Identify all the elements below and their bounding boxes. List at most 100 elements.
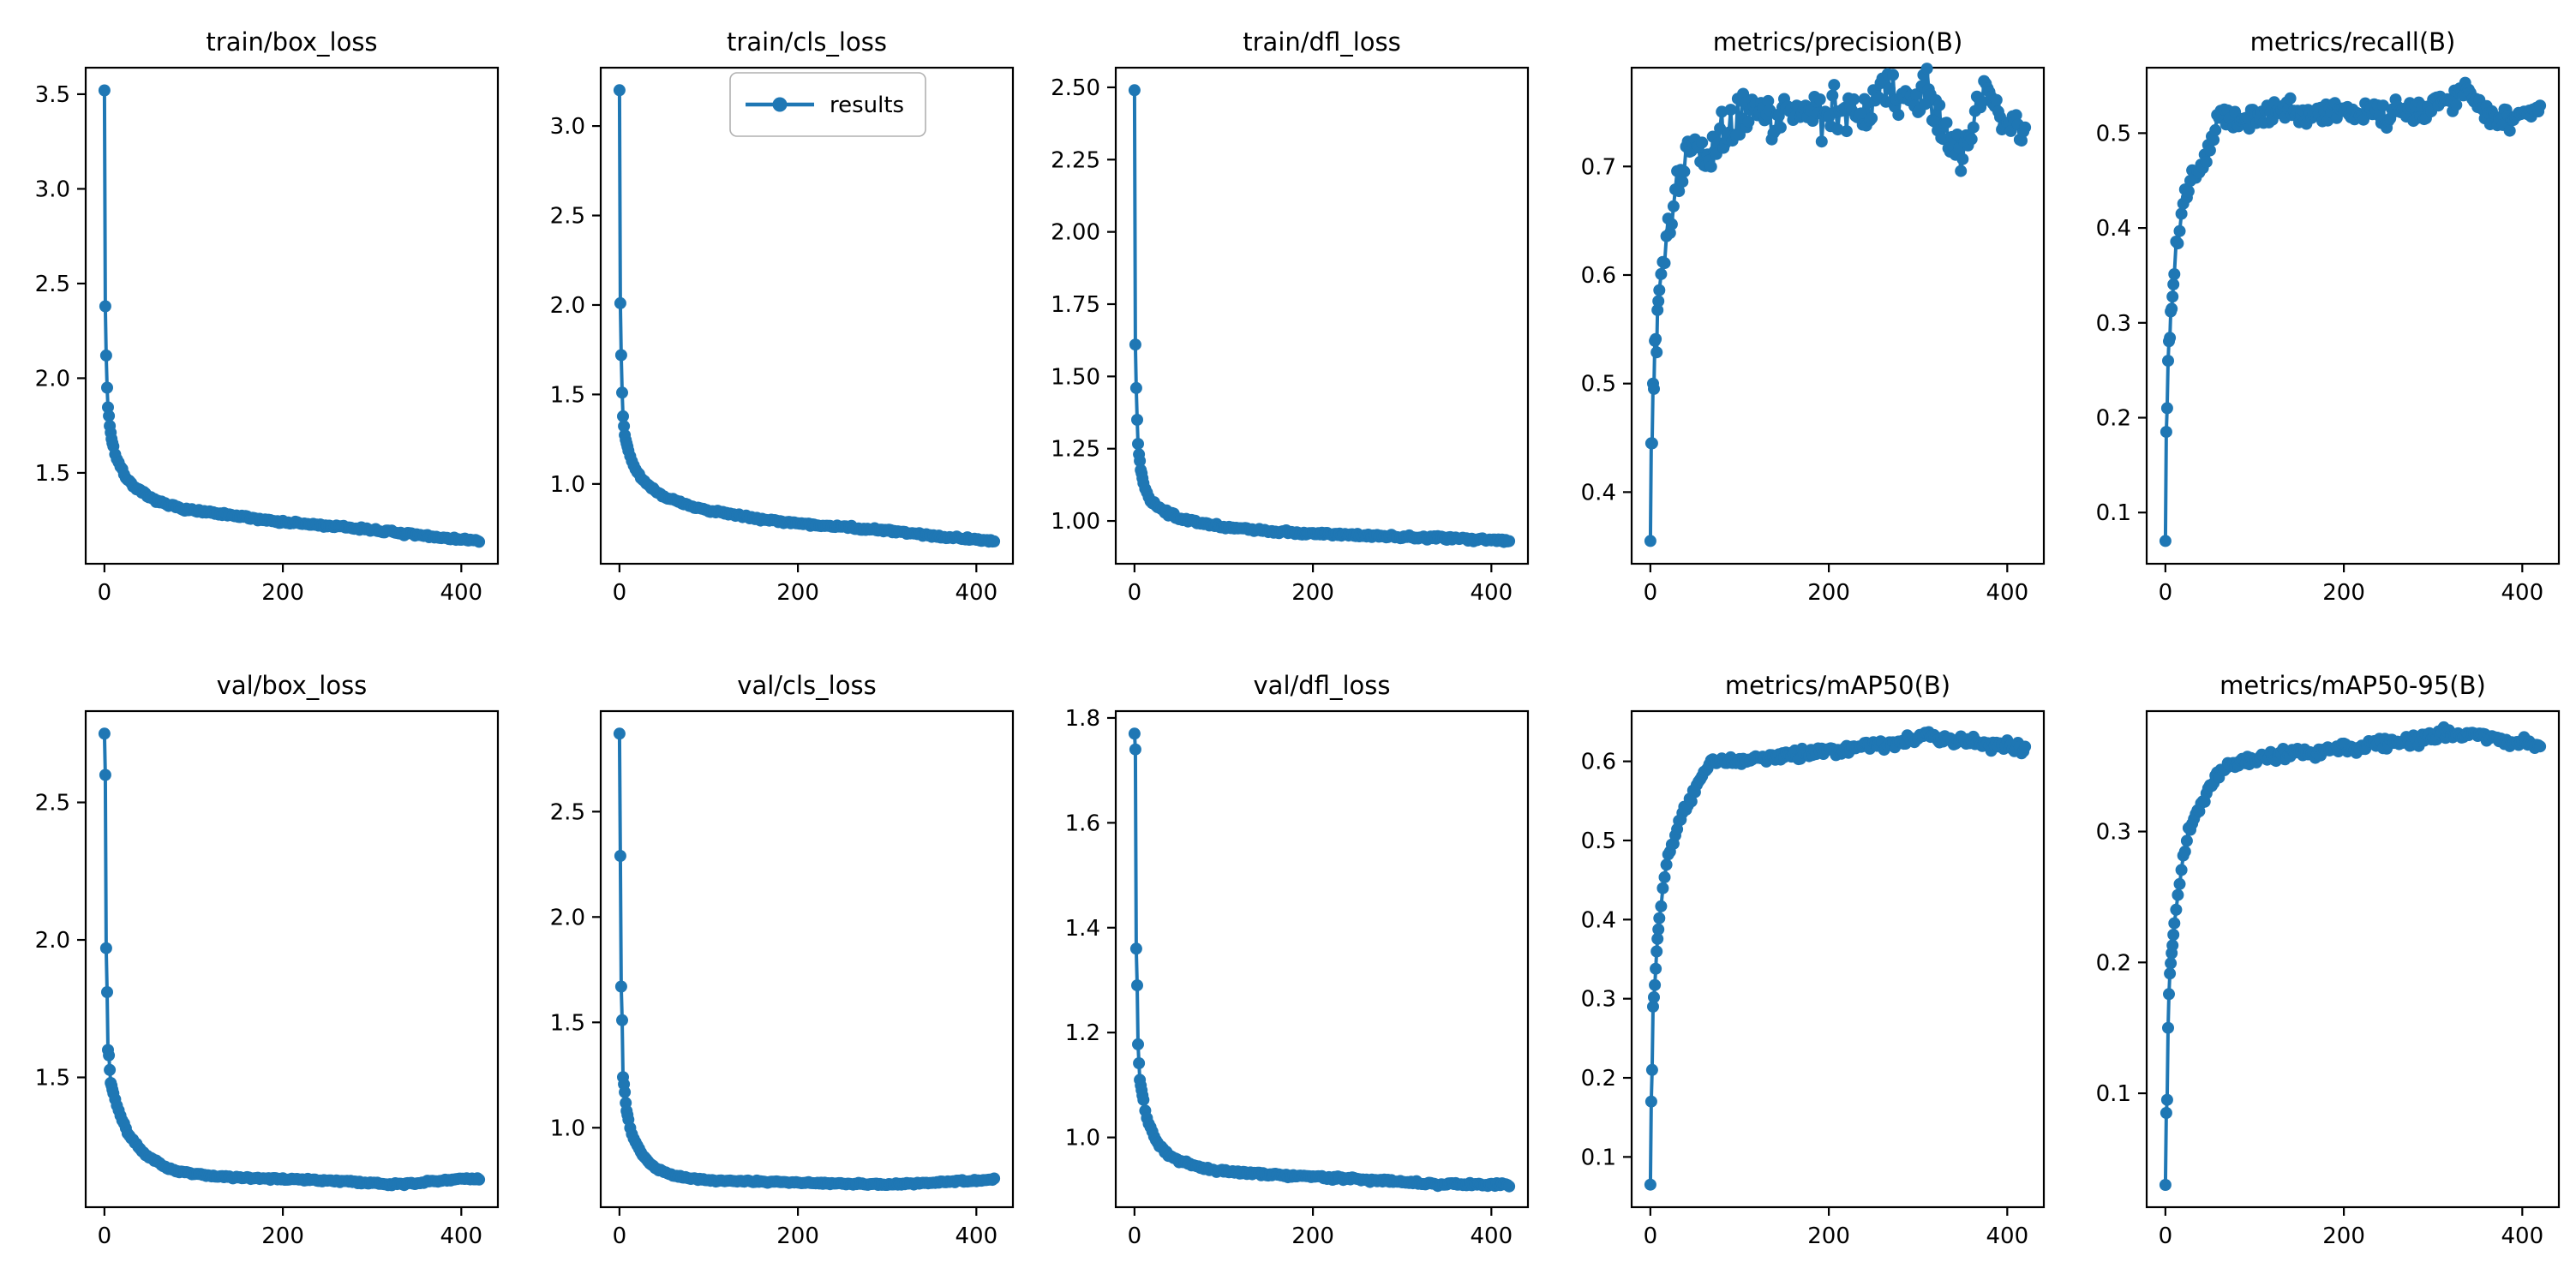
x-tick-label: 0 — [1128, 1223, 1142, 1249]
axes-frame — [2145, 709, 2560, 1208]
y-tick-label: 2.5 — [35, 790, 70, 816]
x-tick-label: 400 — [1471, 1223, 1513, 1249]
x-tick-label: 400 — [2501, 1223, 2543, 1249]
subplot-cell-train-box-loss: train/box_loss 1.5 2.0 2.5 3.0 3.5 0 200 400 — [0, 0, 515, 643]
y-tick-label: 1.25 — [1051, 437, 1101, 463]
chart-title-metrics-map50-95-b: metrics/mAP50-95(B) — [2220, 671, 2486, 700]
chart-title-metrics-recall-b: metrics/recall(B) — [2250, 27, 2455, 57]
subplot-cell-train-dfl-loss: train/dfl_loss 1.00 1.25 1.50 1.75 2.00 2.25 2.… — [1030, 0, 1545, 643]
y-tick-label: 2.0 — [550, 293, 585, 319]
y-tick-label: 0.1 — [1580, 1145, 1615, 1170]
y-tick-label: 0.4 — [1580, 907, 1615, 933]
y-tick-label: 0.3 — [1580, 986, 1615, 1012]
subplot-cell-val-dfl-loss: val/dfl_loss 1.0 1.2 1.4 1.6 1.8 0 200 400 — [1030, 643, 1545, 1286]
x-tick-label: 0 — [1643, 580, 1657, 606]
y-tick-label: 0.2 — [2095, 950, 2130, 976]
y-tick-label: 1.2 — [1065, 1020, 1100, 1046]
results-markers — [1644, 726, 2031, 1191]
x-tick-label: 0 — [1643, 1223, 1657, 1249]
y-tick-label: 1.0 — [550, 472, 585, 498]
subplot-cell-metrics-map50-b: metrics/mAP50(B) 0.1 0.2 0.3 0.4 0.5 0.6 0 200 40… — [1546, 643, 2061, 1286]
axes-frame — [600, 709, 1015, 1208]
legend: results — [729, 72, 926, 137]
y-tick-label: 1.5 — [550, 382, 585, 408]
x-tick-label: 400 — [956, 580, 998, 606]
y-tick-label: 0.2 — [1580, 1066, 1615, 1092]
x-tick-label: 200 — [261, 580, 304, 606]
x-tick-label: 200 — [776, 1223, 819, 1249]
y-tick-label: 0.7 — [1580, 154, 1615, 180]
chart-title-val-dfl-loss: val/dfl_loss — [1254, 671, 1391, 700]
y-tick-label: 2.50 — [1051, 75, 1101, 101]
x-tick-label: 0 — [98, 1223, 112, 1248]
x-tick-label: 400 — [2501, 580, 2543, 606]
x-tick-label: 200 — [776, 580, 819, 606]
subplot-cell-metrics-map50-95-b: metrics/mAP50-95(B) 0.1 0.2 0.3 0 200 400 — [2061, 643, 2576, 1286]
legend-marker-icon — [772, 97, 788, 112]
results-markers — [2159, 76, 2546, 547]
y-tick-label: 1.0 — [550, 1116, 585, 1141]
y-tick-label: 2.0 — [550, 905, 585, 930]
x-tick-label: 200 — [1807, 580, 1850, 606]
y-tick-label: 1.8 — [1065, 705, 1100, 731]
x-tick-label: 200 — [1292, 1223, 1335, 1249]
subplot-cell-val-cls-loss: val/cls_loss 1.0 1.5 2.0 2.5 0 200 400 — [515, 643, 1030, 1286]
x-tick-label: 0 — [613, 580, 627, 606]
chart-title-val-cls-loss: val/cls_loss — [737, 671, 876, 700]
y-tick-label: 2.00 — [1051, 220, 1101, 246]
subplot-train-dfl-loss: train/dfl_loss 1.00 1.25 1.50 1.75 2.00 2.25 2.… — [1051, 27, 1530, 606]
x-tick-label: 400 — [1986, 1223, 2028, 1249]
x-tick-label: 0 — [2158, 1223, 2172, 1249]
y-tick-label: 2.0 — [35, 928, 70, 954]
y-tick-label: 0.5 — [1580, 828, 1615, 853]
results-markers — [614, 727, 1001, 1191]
subplot-val-box-loss: val/box_loss 1.5 2.0 2.5 0 200 400 — [35, 670, 500, 1249]
subplot-cell-train-cls-loss: train/cls_loss 1.0 1.5 2.0 2.5 3.0 0 200 400 resu… — [515, 0, 1030, 643]
x-tick-label: 0 — [2158, 580, 2172, 606]
results-markers — [1129, 727, 1516, 1193]
y-tick-label: 1.5 — [550, 1010, 585, 1036]
chart-title-train-cls-loss: train/cls_loss — [727, 27, 887, 57]
chart-title-val-box-loss: val/box_loss — [217, 670, 368, 699]
subplot-val-dfl-loss: val/dfl_loss 1.0 1.2 1.4 1.6 1.8 0 200 400 — [1065, 671, 1530, 1249]
chart-title-train-box-loss: train/box_loss — [206, 27, 377, 57]
y-tick-label: 0.6 — [1580, 749, 1615, 775]
x-tick-label: 0 — [1128, 580, 1142, 606]
y-tick-label: 0.4 — [2095, 216, 2130, 242]
y-tick-label: 3.0 — [35, 176, 70, 202]
results-markers — [614, 84, 1001, 548]
results-markers — [2159, 721, 2546, 1191]
y-tick-label: 0.6 — [1580, 263, 1615, 289]
results-markers — [1129, 84, 1516, 548]
x-tick-label: 0 — [98, 580, 112, 606]
x-tick-label: 400 — [1471, 580, 1513, 606]
subplot-train-cls-loss: train/cls_loss 1.0 1.5 2.0 2.5 3.0 0 200 400 resu… — [550, 27, 1015, 606]
x-tick-label: 200 — [1807, 1223, 1850, 1249]
y-tick-label: 0.1 — [2095, 500, 2130, 526]
y-tick-label: 2.5 — [550, 204, 585, 230]
x-tick-label: 200 — [2322, 1223, 2365, 1249]
chart-title-train-dfl-loss: train/dfl_loss — [1243, 27, 1401, 57]
y-tick-label: 1.0 — [1065, 1125, 1100, 1151]
subplot-cell-val-box-loss: val/box_loss 1.5 2.0 2.5 0 200 400 — [0, 643, 515, 1286]
x-tick-label: 400 — [956, 1223, 998, 1249]
axes-frame — [1115, 709, 1530, 1208]
y-tick-label: 2.0 — [35, 366, 70, 392]
y-tick-label: 0.4 — [1580, 480, 1615, 505]
x-tick-label: 200 — [2322, 580, 2365, 606]
y-tick-label: 0.3 — [2095, 311, 2130, 337]
subplot-val-cls-loss: val/cls_loss 1.0 1.5 2.0 2.5 0 200 400 — [550, 671, 1015, 1249]
y-tick-label: 0.5 — [1580, 372, 1615, 398]
y-tick-label: 1.75 — [1051, 292, 1101, 318]
legend-label: results — [830, 93, 904, 118]
y-tick-label: 2.25 — [1051, 147, 1101, 173]
axes-frame — [1115, 66, 1530, 565]
results-markers — [98, 727, 486, 1191]
subplot-metrics-precision-b: metrics/precision(B) 0.4 0.5 0.6 0.7 0 200 400 — [1580, 27, 2045, 606]
y-tick-label: 0.5 — [2095, 121, 2130, 147]
y-tick-label: 2.5 — [550, 799, 585, 825]
y-tick-label: 1.50 — [1051, 364, 1101, 390]
y-tick-label: 0.3 — [2095, 819, 2130, 845]
y-tick-label: 1.6 — [1065, 810, 1100, 836]
